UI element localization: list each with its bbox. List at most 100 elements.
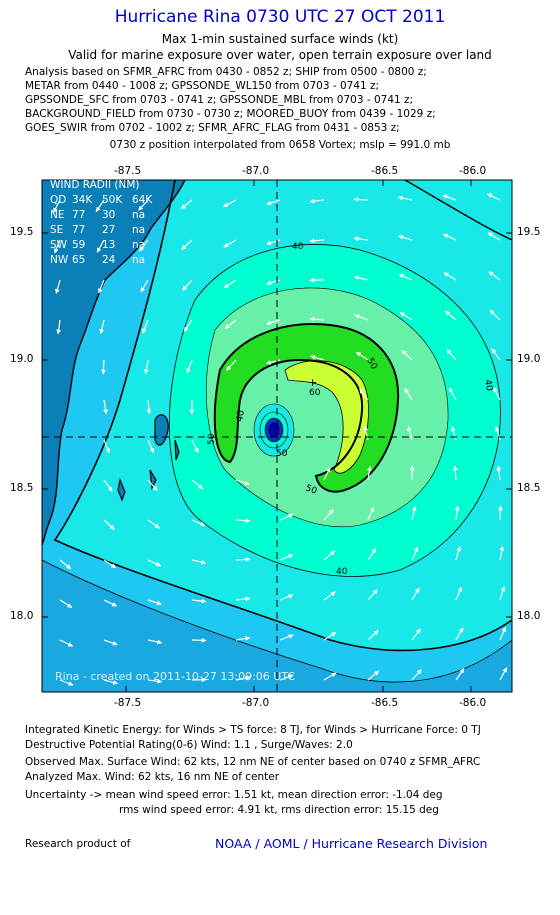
island-cozumel — [154, 414, 169, 446]
lat-tick-left: 18.0 — [10, 610, 34, 622]
wind-arrow — [235, 596, 251, 602]
wind-arrow — [103, 679, 118, 685]
radius-cell: 30 — [102, 209, 116, 221]
wind-arrow — [397, 195, 413, 201]
contour-line-34kt — [53, 180, 512, 652]
wind-arrow — [223, 199, 237, 208]
lon-tick-top: -87.0 — [242, 165, 270, 177]
ike-line: Integrated Kinetic Energy: for Winds > T… — [25, 724, 481, 736]
wind-arrow — [147, 599, 162, 606]
wind-arrow — [191, 479, 204, 490]
contour-line-60 — [284, 360, 369, 474]
contour-label: 50 — [276, 449, 288, 459]
wind-arrow — [359, 388, 369, 401]
coastline — [42, 180, 186, 546]
wind-arrow — [59, 679, 74, 686]
wind-arrow — [491, 348, 501, 361]
wind-arrow — [367, 548, 377, 561]
wind-arrows — [52, 193, 508, 686]
wind-arrow — [99, 319, 105, 335]
wind-arrow — [182, 279, 193, 291]
lat-tick-right: 19.0 — [517, 353, 541, 365]
wind-arrow — [103, 599, 118, 607]
wind-arrow — [103, 439, 110, 454]
wind-arrow — [498, 505, 503, 521]
wind-arrow — [310, 355, 325, 361]
org-credit: NOAA / AOML / Hurricane Research Divisio… — [215, 836, 488, 851]
col-header: 64K — [132, 194, 153, 206]
wind-arrow — [279, 674, 294, 681]
radius-cell: na — [132, 224, 146, 236]
wind-radii-table: WIND RADII (NM) QD 34K 50K 64K NE 77 30 … — [50, 178, 162, 268]
wind-arrow — [223, 279, 237, 289]
wind-radii-row: SW 59 13 na — [50, 238, 162, 253]
wind-arrow — [455, 546, 461, 561]
radius-cell: 27 — [102, 224, 116, 236]
lon-tick-bottom: -86.0 — [459, 697, 487, 709]
wind-arrow — [223, 239, 237, 248]
wind-arrow — [143, 359, 149, 375]
wind-arrow — [59, 599, 73, 609]
wind-arrow — [493, 387, 501, 401]
wind-arrow — [499, 626, 507, 641]
wind-arrow — [279, 634, 294, 641]
radius-cell: 77 — [72, 209, 86, 221]
research-label: Research product of — [25, 838, 131, 850]
wind-arrow — [266, 279, 281, 286]
analysis-sources: Analysis based on SFMR_AFRC from 0430 - … — [25, 65, 436, 135]
wind-arrow — [103, 479, 113, 492]
wind-arrow — [279, 594, 294, 601]
wind-arrow — [486, 193, 501, 201]
radius-cell: na — [132, 254, 146, 266]
lat-tick-right: 18.0 — [517, 610, 541, 622]
quadrant-cell: NW — [50, 254, 69, 266]
wind-arrow — [103, 639, 118, 646]
contour-label: 50 — [207, 433, 217, 445]
contour-fill-outer — [42, 560, 512, 692]
radius-cell: na — [132, 209, 146, 221]
wind-arrow — [411, 628, 421, 641]
wind-arrow — [367, 670, 380, 681]
wind-arrow — [191, 559, 207, 565]
wind-arrow — [140, 279, 149, 293]
analysis-line: GOES_SWIR from 0702 - 1002 z; SFMR_AFRC_… — [25, 122, 400, 134]
wind-arrow — [455, 586, 463, 601]
map-title: Hurricane Rina 0730 UTC 27 OCT 2011 — [114, 7, 446, 27]
wind-arrow — [95, 199, 105, 212]
wind-arrow — [147, 519, 160, 529]
wind-arrow — [401, 349, 413, 361]
wind-arrow — [52, 199, 61, 213]
wind-arrow — [191, 439, 199, 454]
uncertainty-line: Uncertainty -> mean wind speed error: 1.… — [25, 789, 443, 801]
wind-arrow — [411, 505, 417, 521]
wind-arrow — [147, 559, 162, 567]
wind-arrow — [353, 275, 369, 281]
quadrant-cell: NE — [50, 209, 65, 221]
lat-tick-left: 19.0 — [10, 353, 34, 365]
analyzed-max-line: Analyzed Max. Wind: 62 kts, 16 nm NE of … — [25, 771, 280, 783]
wind-arrow — [59, 639, 74, 647]
wind-arrow — [139, 239, 149, 252]
max-wind-marker: + — [308, 376, 317, 389]
wind-arrow — [191, 598, 207, 604]
contour-line-50 — [213, 323, 400, 493]
wind-arrow — [367, 506, 375, 521]
wind-radii-row: NW 65 24 na — [50, 253, 162, 268]
wind-arrow — [323, 466, 331, 481]
lon-tick-top: -87.5 — [114, 165, 142, 177]
wind-arrow — [279, 554, 294, 561]
wind-arrow — [451, 426, 457, 441]
lon-tick-top: -86.0 — [459, 165, 487, 177]
analysis-line: BACKGROUND_FIELD from 0730 - 0730 z; MOO… — [25, 108, 436, 120]
contour-line-outer — [42, 559, 512, 683]
contour-line-ne — [404, 180, 512, 241]
wind-arrow — [180, 199, 193, 210]
radius-cell: 13 — [102, 239, 116, 251]
lon-tick-bottom: -87.0 — [242, 697, 270, 709]
wind-arrow — [279, 513, 294, 521]
wind-arrow — [142, 319, 149, 334]
wind-arrow — [411, 546, 419, 561]
wind-arrow — [354, 314, 369, 321]
radius-cell: 59 — [72, 239, 86, 251]
created-stamp: Rina - created on 2011-10-27 13:09:06 UT… — [55, 670, 296, 683]
